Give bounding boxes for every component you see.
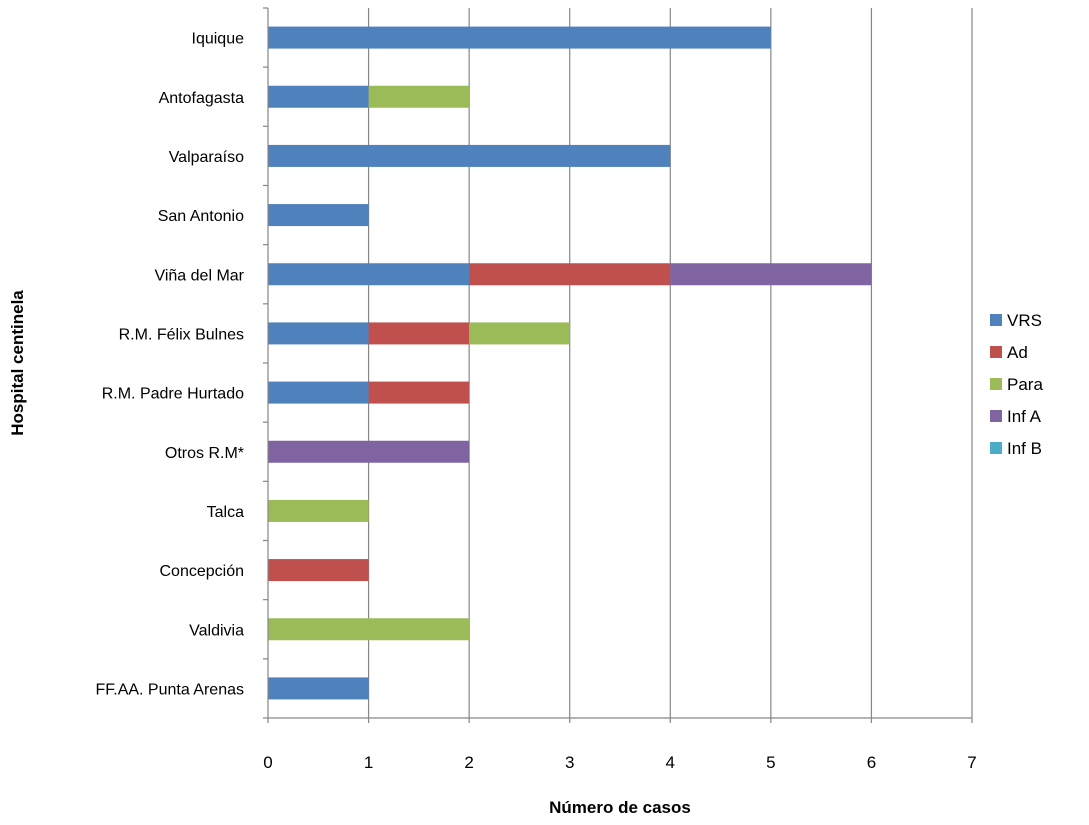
bar-vrs-0 bbox=[268, 26, 771, 49]
category-label: Valdivia bbox=[189, 622, 244, 639]
gridlines bbox=[367, 8, 973, 718]
legend-swatch-para bbox=[990, 378, 1002, 390]
bar-para-8 bbox=[268, 499, 369, 522]
legend-label: VRS bbox=[1007, 311, 1042, 330]
bar-vrs-4 bbox=[268, 263, 470, 286]
bar-vrs-11 bbox=[268, 677, 369, 700]
category-label: R.M. Padre Hurtado bbox=[102, 386, 244, 403]
bar-vrs-3 bbox=[268, 204, 369, 227]
bar-vrs-2 bbox=[268, 144, 671, 167]
bar-vrs-6 bbox=[268, 381, 369, 404]
x-tick-label: 0 bbox=[263, 753, 272, 772]
x-tick-label: 3 bbox=[565, 753, 574, 772]
legend-label: Inf A bbox=[1007, 407, 1042, 426]
y-axis-title: Hospital centinela bbox=[8, 290, 27, 436]
x-tick-label: 2 bbox=[464, 753, 473, 772]
bar-inf-a-7 bbox=[268, 440, 470, 463]
x-tick-label: 6 bbox=[867, 753, 876, 772]
bar-vrs-1 bbox=[268, 85, 369, 108]
bar-para-5 bbox=[469, 322, 570, 345]
category-label: Talca bbox=[207, 504, 244, 521]
bar-vrs-5 bbox=[268, 322, 369, 345]
bar-inf-a-4 bbox=[670, 263, 872, 286]
category-label: Concepción bbox=[160, 563, 245, 580]
legend-swatch-vrs bbox=[990, 314, 1002, 326]
bar-para-1 bbox=[368, 85, 470, 108]
legend-label: Inf B bbox=[1007, 439, 1042, 458]
legend: VRS Ad Para Inf A Inf B bbox=[990, 311, 1043, 458]
x-axis-title: Número de casos bbox=[549, 798, 691, 817]
category-label: Otros R.M* bbox=[165, 445, 244, 462]
category-label: Valparaíso bbox=[169, 149, 244, 166]
legend-swatch-ad bbox=[990, 346, 1002, 358]
x-tick-label: 7 bbox=[967, 753, 976, 772]
bar-ad-6 bbox=[368, 381, 470, 404]
bar-ad-9 bbox=[268, 559, 369, 582]
bar-ad-5 bbox=[368, 322, 470, 345]
bars bbox=[268, 26, 872, 700]
x-tick-label: 5 bbox=[766, 753, 775, 772]
legend-swatch-inf-a bbox=[990, 410, 1002, 422]
x-tick-labels: 0 1 2 3 4 5 6 7 bbox=[263, 753, 976, 772]
x-tick-label: 4 bbox=[666, 753, 675, 772]
legend-swatch-inf-b bbox=[990, 442, 1002, 454]
category-label: FF.AA. Punta Arenas bbox=[95, 681, 244, 698]
category-label: Iquique bbox=[192, 31, 245, 48]
bar-para-10 bbox=[268, 618, 470, 641]
axes bbox=[263, 7, 973, 723]
legend-label: Para bbox=[1007, 375, 1043, 394]
legend-label: Ad bbox=[1007, 343, 1028, 362]
category-label: Viña del Mar bbox=[154, 267, 244, 284]
category-label: Antofagasta bbox=[159, 90, 245, 107]
bar-ad-4 bbox=[469, 263, 671, 286]
category-label: R.M. Félix Bulnes bbox=[119, 326, 244, 343]
category-labels: Iquique Antofagasta Valparaíso San Antonio V… bbox=[95, 31, 244, 699]
x-tick-label: 1 bbox=[364, 753, 373, 772]
category-label: San Antonio bbox=[158, 208, 244, 225]
